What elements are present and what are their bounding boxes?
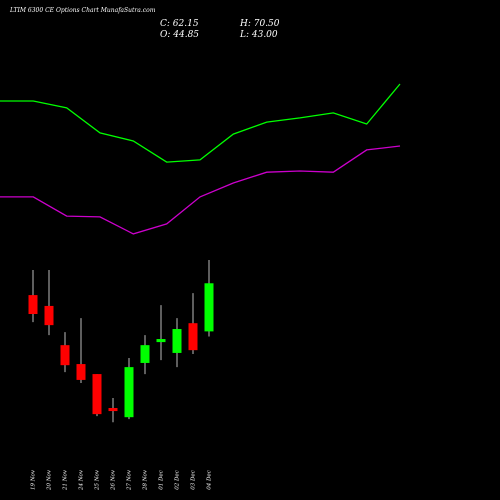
x-tick-label: 26 Nov (111, 469, 117, 491)
candle-body (204, 283, 214, 332)
indicator-line (0, 145, 401, 235)
x-tick-label: 27 Nov (127, 469, 133, 491)
x-tick-label: 25 Nov (95, 469, 101, 491)
candle-body (60, 345, 70, 366)
candle-body (44, 305, 54, 326)
open-label: O: 44.85 (160, 30, 199, 40)
x-tick-label: 20 Nov (47, 469, 53, 491)
candle-body (140, 345, 150, 363)
x-tick-label: 24 Nov (79, 469, 85, 491)
x-tick-label: 01 Dec (159, 470, 165, 490)
candle-body (92, 374, 102, 415)
x-tick-label: 04 Dec (207, 470, 213, 490)
candle-body (108, 408, 118, 412)
candle-body (28, 295, 38, 315)
chart-title: LTIM 6300 CE Options Chart MunafaSutra.c… (9, 7, 156, 14)
candle-body (124, 367, 134, 418)
close-label: C: 62.15 (160, 19, 199, 29)
x-tick-label: 28 Nov (143, 469, 149, 491)
high-label: H: 70.50 (239, 19, 280, 29)
x-tick-label: 19 Nov (31, 469, 37, 490)
candle-body (172, 329, 182, 353)
low-label: L: 43.00 (239, 30, 278, 40)
x-tick-label: 02 Dec (175, 470, 181, 490)
candle-body (76, 364, 86, 380)
x-tick-label: 03 Dec (191, 470, 197, 490)
candle-body (188, 323, 198, 351)
x-tick-label: 21 Nov (63, 469, 69, 491)
indicator-line (0, 83, 401, 163)
candle-body (156, 339, 166, 343)
